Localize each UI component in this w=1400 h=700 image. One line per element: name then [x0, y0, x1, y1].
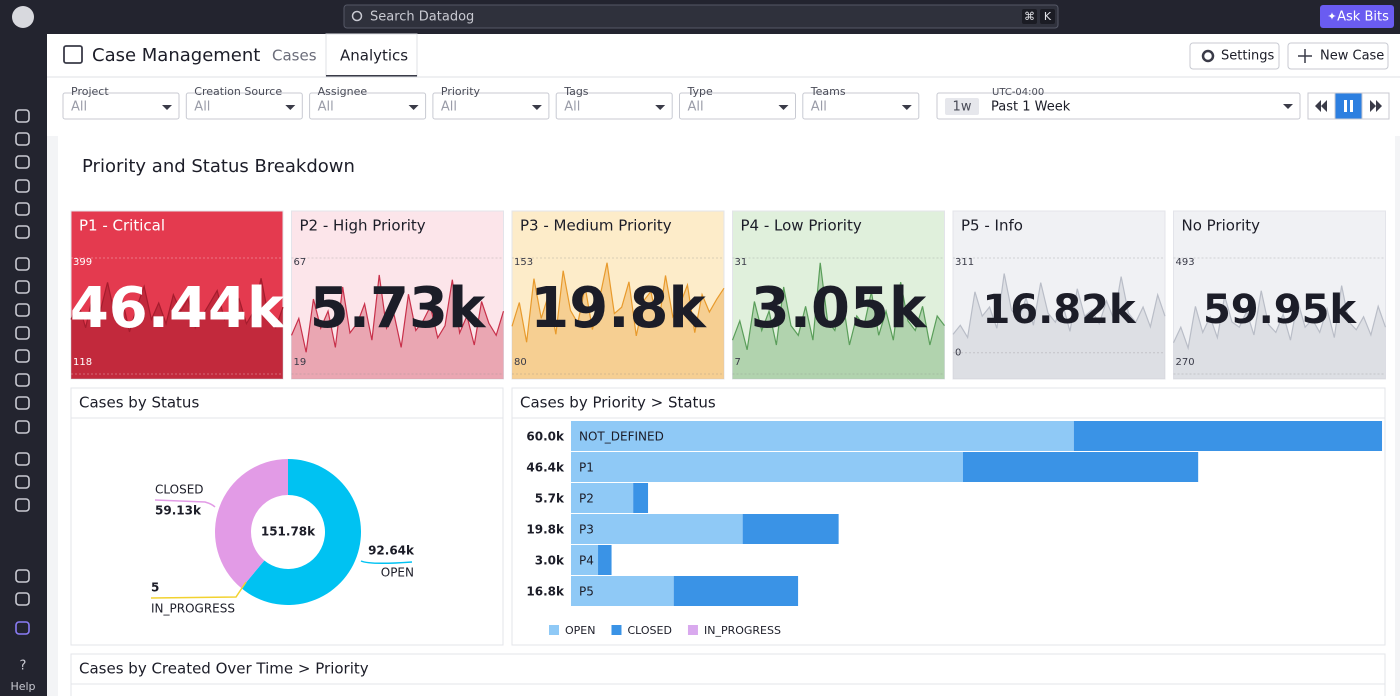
tile-value: 3.05k	[751, 276, 928, 341]
tick-label: 118	[73, 357, 92, 368]
filter-label: Creation Source	[194, 85, 282, 98]
bar-segment	[674, 576, 798, 606]
panel	[71, 388, 503, 645]
bar-total: 46.4k	[526, 461, 565, 475]
key-label: ⌘	[1024, 10, 1035, 23]
bar-total: 3.0k	[535, 554, 565, 568]
bar-category: NOT_DEFINED	[579, 430, 664, 444]
bar-segment	[598, 545, 612, 575]
tick-label: 270	[1176, 357, 1195, 368]
bar-total: 19.8k	[526, 523, 565, 537]
legend-label: IN_PROGRESS	[704, 624, 781, 637]
tab-cases[interactable]: Cases	[272, 47, 317, 65]
filter-value: All	[688, 100, 704, 115]
tick-label: 67	[294, 257, 307, 268]
tile-value: 16.82k	[982, 287, 1137, 333]
timezone: UTC-04:00	[992, 87, 1044, 98]
tick-label: 311	[955, 257, 974, 268]
tick-label: 0	[955, 348, 961, 359]
ask-bits: Ask Bits	[1337, 10, 1389, 25]
settings: Settings	[1221, 49, 1275, 64]
filter-label: Priority	[441, 85, 481, 98]
tick-label: 19	[294, 357, 307, 368]
bar-segment	[633, 483, 648, 513]
filter-value: All	[194, 100, 210, 115]
donut-total: 151.78k	[261, 525, 316, 539]
bar-total: 16.8k	[526, 585, 565, 599]
section-title: Priority and Status Breakdown	[82, 156, 355, 177]
tile-title: No Priority	[1182, 217, 1261, 235]
logo[interactable]	[12, 6, 34, 28]
bar-category: P5	[579, 585, 594, 599]
bar-segment	[743, 514, 839, 544]
filter-value: All	[441, 100, 457, 115]
bar-total: 5.7k	[535, 492, 565, 506]
filter-value: All	[318, 100, 334, 115]
tick-label: 399	[73, 257, 92, 268]
bar-segment	[571, 514, 743, 544]
tile-value: 59.95k	[1203, 287, 1358, 333]
key-label: K	[1044, 10, 1052, 23]
tick-label: 493	[1176, 257, 1195, 268]
bar-category: P4	[579, 554, 594, 568]
filter-label: Teams	[810, 85, 846, 98]
time-short: 1w	[953, 100, 972, 115]
sidebar	[0, 0, 47, 696]
app-title: Case Management	[92, 45, 260, 66]
tile-title: P2 - High Priority	[300, 217, 426, 235]
bar-category: P3	[579, 523, 594, 537]
tile-value: 5.73k	[310, 276, 487, 341]
ask-bits-icon: ✦	[1327, 10, 1336, 23]
filter-value: All	[71, 100, 87, 115]
new-case: New Case	[1320, 49, 1384, 64]
bar-segment	[963, 452, 1198, 482]
tab-analytics[interactable]: Analytics	[340, 47, 408, 65]
bar-total: 60.0k	[526, 430, 565, 444]
search-placeholder: Search Datadog	[370, 10, 474, 25]
legend-label: CLOSED	[627, 624, 671, 637]
panel-title: Cases by Created Over Time > Priority	[79, 660, 369, 678]
tile-value: 19.8k	[530, 276, 707, 341]
panel-title: Cases by Priority > Status	[520, 394, 716, 412]
bar-segment	[1074, 421, 1382, 451]
tick-label: 153	[514, 257, 533, 268]
tick-label: 31	[735, 257, 748, 268]
slice-label: CLOSED	[155, 483, 204, 497]
filter-label: Project	[71, 85, 109, 98]
legend-swatch	[549, 625, 559, 635]
filter-value: All	[564, 100, 580, 115]
panel-title: Cases by Status	[79, 394, 199, 412]
filter-label: Assignee	[318, 85, 368, 98]
tile-value: 46.44k	[70, 276, 286, 341]
filter-label: Tags	[563, 85, 589, 98]
bar-segment	[571, 452, 963, 482]
slice-label: OPEN	[381, 566, 414, 580]
pause-button[interactable]	[1335, 93, 1362, 119]
filter-label: Type	[687, 85, 713, 98]
bar-category: P2	[579, 492, 594, 506]
legend-swatch	[611, 625, 621, 635]
tile-title: P4 - Low Priority	[741, 217, 862, 235]
slice-value: 5	[151, 581, 159, 595]
legend-label: OPEN	[565, 624, 595, 637]
time-range: Past 1 Week	[991, 100, 1071, 115]
help-icon: ?	[20, 659, 27, 674]
slice-value: 92.64k	[368, 544, 415, 558]
tile-title: P1 - Critical	[79, 217, 165, 235]
help[interactable]: Help	[10, 680, 35, 693]
tile-title: P3 - Medium Priority	[520, 217, 672, 235]
tick-label: 80	[514, 357, 527, 368]
tile-title: P5 - Info	[961, 217, 1023, 235]
slice-value: 59.13k	[155, 504, 202, 518]
slice-label: IN_PROGRESS	[151, 602, 235, 616]
filter-value: All	[811, 100, 827, 115]
bar-category: P1	[579, 461, 594, 475]
legend-swatch	[688, 625, 698, 635]
tick-label: 7	[735, 357, 741, 368]
